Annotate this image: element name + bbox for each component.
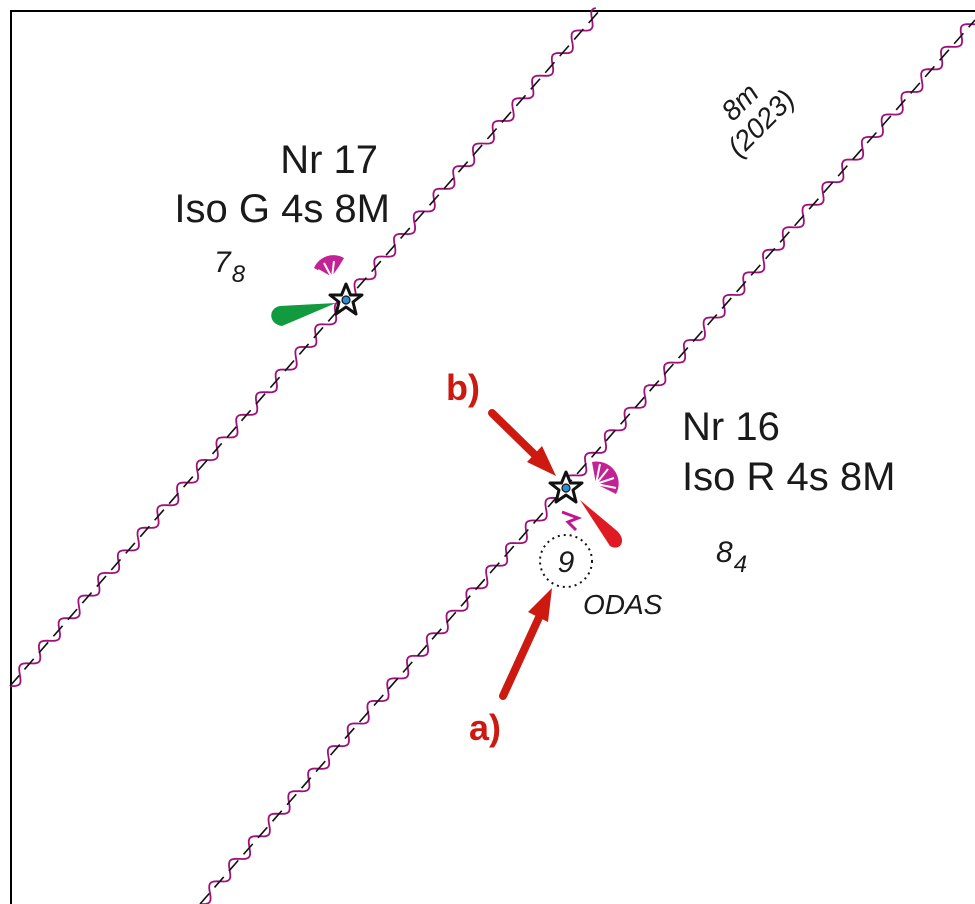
topmark-flag-icon [561, 510, 583, 532]
depth-note: 8m (2023) [715, 77, 801, 163]
sounding-danger-circle [539, 534, 593, 588]
channel-limit-line [200, 23, 975, 904]
annotation-b-label: b) [446, 367, 480, 408]
sounding-tenths: 4 [734, 551, 747, 578]
green-light-flare-icon [271, 303, 336, 326]
buoy-nr16[interactable] [548, 461, 623, 548]
light-sector-fan-icon [314, 255, 344, 279]
buoy-nr17[interactable] [271, 255, 364, 326]
beacon-dot-icon [341, 295, 351, 305]
red-light-flare-icon [580, 500, 623, 548]
chart-frame [10, 10, 975, 904]
fairway-lines [9, 7, 975, 904]
buoy-nr16-light: Iso R 4s 8M [682, 455, 895, 499]
sounding-whole: 7 [214, 246, 232, 279]
red-arrow-icon [488, 409, 556, 476]
light-sector-fan-icon [592, 461, 619, 494]
buoy-nr17-light: Iso G 4s 8M [174, 187, 390, 231]
odas-label: ODAS [583, 589, 663, 620]
channel-limit-line [9, 7, 597, 688]
leading-line [199, 19, 975, 904]
sounding-whole: 8 [716, 536, 733, 569]
buoy-nr17-name: Nr 17 [280, 138, 378, 182]
annotation-a-label: a) [469, 707, 501, 748]
sounding-8-4: 84 [716, 536, 747, 578]
red-arrow-icon [499, 588, 552, 700]
sounding-7-8: 78 [214, 246, 246, 288]
leading-line [9, 9, 601, 687]
sounding-tenths: 8 [232, 261, 246, 288]
beacon-dot-icon [561, 483, 571, 493]
sounding-9: 9 [558, 546, 575, 579]
buoy-nr16-name: Nr 16 [682, 405, 780, 449]
